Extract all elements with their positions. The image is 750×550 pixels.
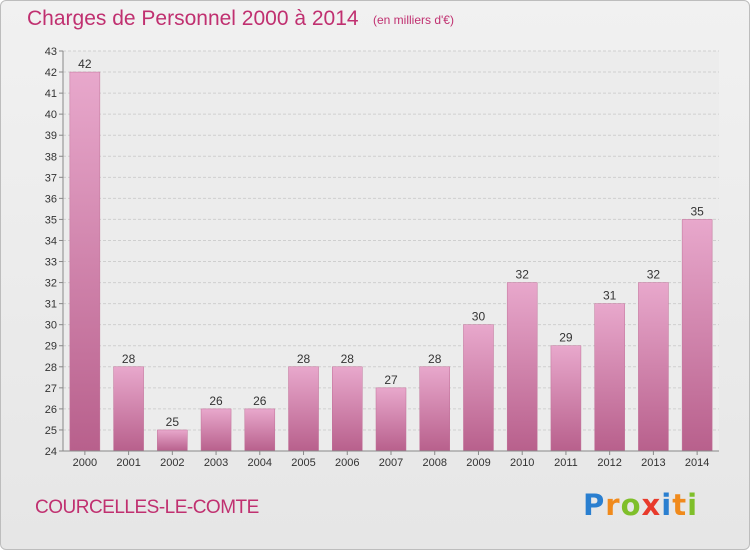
- data-label: 31: [603, 289, 617, 303]
- logo-letter: i: [661, 488, 673, 522]
- bar-2002: [157, 429, 188, 452]
- data-label: 28: [428, 352, 442, 366]
- data-label: 42: [78, 57, 92, 71]
- x-tick-label: 2000: [73, 457, 97, 469]
- data-label: 26: [209, 394, 223, 408]
- x-tick-label: 2005: [291, 457, 315, 469]
- y-tick-label: 26: [45, 404, 57, 416]
- y-tick-label: 34: [45, 235, 57, 247]
- y-tick-label: 24: [45, 446, 57, 458]
- y-tick-label: 40: [45, 109, 57, 121]
- x-tick-label: 2004: [248, 457, 272, 469]
- data-label: 27: [384, 373, 398, 387]
- data-label: 25: [166, 415, 180, 429]
- logo-letter: i: [687, 488, 699, 522]
- bar-2012: [594, 303, 625, 452]
- axes: 24 25 26 27 28 29 30 31 32 33 34 35 36 37 38 39 40 41 42 43…: [45, 46, 719, 469]
- chart-title: Charges de Personnel 2000 à 2014: [27, 7, 359, 30]
- bar-2009: [463, 324, 494, 452]
- y-tick-label: 35: [45, 214, 57, 226]
- logo-letter: P: [583, 488, 606, 522]
- x-tick-label: 2013: [641, 457, 665, 469]
- x-tick-label: 2010: [510, 457, 534, 469]
- bar-2008: [419, 366, 450, 452]
- bar-2007: [375, 387, 407, 452]
- y-tick-label: 33: [45, 257, 57, 269]
- y-tick-label: 25: [45, 425, 57, 437]
- proxiti-logo: Proxiti: [583, 488, 698, 522]
- y-tick-label: 43: [45, 46, 57, 58]
- x-tick-label: 2001: [116, 457, 140, 469]
- y-tick-label: 28: [45, 362, 57, 374]
- y-tick-label: 27: [45, 383, 57, 395]
- logo-letter: t: [672, 488, 688, 522]
- x-tick-label: 2007: [379, 457, 403, 469]
- bars: 42 28 25 26 26 28 28 27 28 30 32 29 31 32 35: [69, 57, 713, 452]
- data-label: 29: [559, 331, 573, 345]
- data-label: 32: [647, 268, 661, 282]
- y-tick-label: 39: [45, 130, 57, 142]
- bar-2011: [550, 345, 582, 452]
- x-tick-label: 2014: [685, 457, 709, 469]
- y-tick-label: 38: [45, 151, 57, 163]
- commune-name: COURCELLES-LE-COMTE: [35, 497, 259, 518]
- x-tick-label: 2006: [335, 457, 359, 469]
- data-label: 28: [341, 352, 355, 366]
- x-tick-label: 2009: [466, 457, 490, 469]
- y-tick-label: 30: [45, 320, 57, 332]
- logo-letter: o: [620, 488, 642, 522]
- y-tick-label: 29: [45, 341, 57, 353]
- data-label: 28: [122, 352, 136, 366]
- data-label: 32: [516, 268, 530, 282]
- bar-2006: [332, 366, 363, 452]
- y-tick-label: 31: [45, 299, 57, 311]
- y-tick-label: 42: [45, 67, 57, 79]
- bar-2001: [113, 366, 144, 452]
- bar-2010: [506, 282, 538, 452]
- y-tick-label: 32: [45, 278, 57, 290]
- bar-2013: [638, 282, 669, 452]
- bar-2000: [69, 71, 101, 452]
- x-tick-label: 2012: [597, 457, 621, 469]
- chart-subtitle: (en milliers d'€): [373, 13, 454, 27]
- data-label: 28: [297, 352, 311, 366]
- data-label: 30: [472, 310, 486, 324]
- y-tick-label: 37: [45, 172, 57, 184]
- x-tick-label: 2011: [554, 457, 578, 469]
- bar-2003: [200, 408, 232, 452]
- y-tick-label: 36: [45, 193, 57, 205]
- data-label: 35: [690, 204, 704, 218]
- x-tick-label: 2002: [160, 457, 184, 469]
- x-tick-label: 2003: [204, 457, 228, 469]
- data-label: 26: [253, 394, 267, 408]
- x-tick-label: 2008: [422, 457, 446, 469]
- y-tick-label: 41: [45, 88, 57, 100]
- bar-2004: [244, 408, 276, 452]
- bar-2005: [288, 366, 319, 452]
- logo-letter: r: [605, 488, 621, 522]
- logo-letter: x: [641, 488, 662, 522]
- bar-2014: [681, 219, 713, 452]
